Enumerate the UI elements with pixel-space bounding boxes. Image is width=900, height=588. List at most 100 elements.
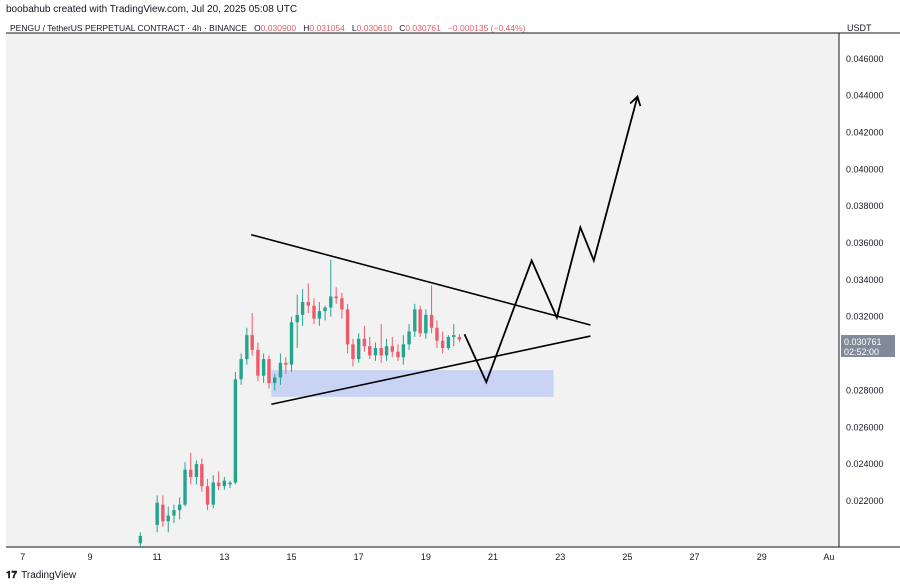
- x-tick-label: 27: [690, 552, 700, 562]
- y-tick-label: 0.042000: [846, 127, 884, 137]
- open-value: 0.030900: [260, 23, 297, 33]
- candle-body: [289, 322, 294, 365]
- candle-body: [329, 296, 333, 308]
- y-tick-label: 0.024000: [846, 459, 884, 469]
- candle-body: [435, 327, 439, 341]
- candle-body: [155, 502, 159, 525]
- close-value: 0.030761: [405, 23, 441, 33]
- tradingview-logo[interactable]: 𝟏𝟕 TradingView: [6, 570, 76, 581]
- candle-body: [250, 335, 254, 350]
- candle-body: [233, 379, 238, 483]
- candle-body: [407, 331, 411, 345]
- candle-body: [379, 348, 383, 356]
- x-tick-label: Au: [823, 552, 834, 562]
- candle-body: [351, 344, 355, 360]
- candle-body: [452, 335, 456, 337]
- symbol-name: PENGU / TetherUS PERPETUAL CONTRACT · 4h…: [10, 23, 247, 33]
- candle-body: [228, 482, 232, 485]
- currency-label[interactable]: USDT: [847, 23, 872, 33]
- candle-body: [300, 301, 305, 315]
- x-tick-label: 25: [622, 552, 632, 562]
- candle-body: [446, 336, 451, 349]
- candle-body: [138, 535, 143, 544]
- candle-body: [384, 346, 389, 356]
- candle-body: [205, 486, 210, 505]
- candle-body: [424, 314, 428, 334]
- candle-body: [368, 346, 372, 356]
- candle-body: [172, 510, 176, 516]
- candle-body: [312, 305, 316, 319]
- candle-body: [211, 482, 215, 505]
- x-tick-label: 17: [354, 552, 364, 562]
- candle-body: [396, 351, 400, 358]
- candle-body: [256, 349, 260, 376]
- x-tick-label: 11: [152, 552, 161, 562]
- x-tick-label: 9: [87, 552, 92, 562]
- close-label: C: [399, 23, 406, 33]
- candle-body: [373, 348, 378, 356]
- candle-body: [356, 338, 361, 360]
- candle-body: [440, 340, 445, 349]
- candle-body: [401, 344, 406, 358]
- change-value: −0.000135 (−0.44%): [447, 23, 526, 33]
- candle-body: [177, 504, 182, 511]
- lower-trendline: [271, 335, 591, 406]
- candle-body: [340, 298, 344, 310]
- candle-body: [429, 314, 434, 328]
- x-tick-label: 21: [488, 552, 498, 562]
- candle-body: [222, 480, 227, 487]
- low-label: L: [351, 23, 357, 33]
- chart-attribution: boobahub created with TradingView.com, J…: [6, 4, 298, 15]
- y-tick-label: 0.046000: [846, 54, 884, 64]
- x-tick-label: 23: [555, 552, 565, 562]
- x-tick-label: 19: [421, 552, 431, 562]
- candle-body: [306, 301, 310, 306]
- upper-trendline: [250, 233, 591, 326]
- low-value: 0.030610: [356, 23, 393, 33]
- y-tick-label: 0.026000: [846, 422, 884, 432]
- open-label: O: [254, 23, 261, 33]
- x-tick-label: 13: [219, 552, 229, 562]
- plot-background: [6, 33, 839, 547]
- candle-body: [413, 309, 417, 332]
- candle-body: [323, 307, 327, 312]
- candle-body: [239, 359, 243, 380]
- candle-body: [216, 482, 221, 487]
- candle-body: [334, 296, 338, 299]
- projection-path: [463, 96, 639, 385]
- y-tick-label: 0.032000: [846, 312, 884, 322]
- candle-body: [194, 464, 199, 477]
- candle-body: [284, 362, 288, 365]
- y-tick-label: 0.038000: [846, 201, 884, 211]
- y-tick-label: 0.034000: [846, 275, 884, 285]
- projection-arrowhead: [629, 94, 642, 107]
- candle-body: [390, 346, 394, 352]
- last-price-tag-bg: [841, 335, 895, 357]
- x-tick-label: 7: [20, 552, 25, 562]
- y-tick-label: 0.022000: [846, 496, 884, 506]
- candle-body: [317, 311, 322, 319]
- candle-body: [278, 362, 283, 378]
- candle-body: [245, 335, 249, 360]
- y-tick-label: 0.028000: [846, 385, 884, 395]
- candle-body: [418, 309, 422, 334]
- high-label: H: [303, 23, 310, 33]
- x-tick-label: 29: [757, 552, 767, 562]
- candle-body: [362, 338, 367, 347]
- last-price-tag-price: 0.030761: [844, 337, 882, 347]
- candle-body: [267, 359, 271, 384]
- y-tick-label: 0.036000: [846, 238, 884, 248]
- candle-body: [295, 314, 299, 323]
- tradingview-brand: TradingView: [21, 570, 77, 581]
- y-tick-label: 0.040000: [846, 164, 884, 174]
- candle-body: [200, 464, 204, 487]
- candle-body: [457, 336, 462, 340]
- last-price-tag-countdown: 02:52:00: [844, 347, 879, 357]
- symbol-legend[interactable]: PENGU / TetherUS PERPETUAL CONTRACT · 4h…: [10, 23, 525, 33]
- candle-body: [273, 377, 277, 384]
- candle-body: [345, 309, 350, 345]
- high-value: 0.031054: [309, 23, 345, 33]
- candle-body: [166, 515, 170, 522]
- tradingview-icon: 𝟏𝟕: [6, 570, 18, 581]
